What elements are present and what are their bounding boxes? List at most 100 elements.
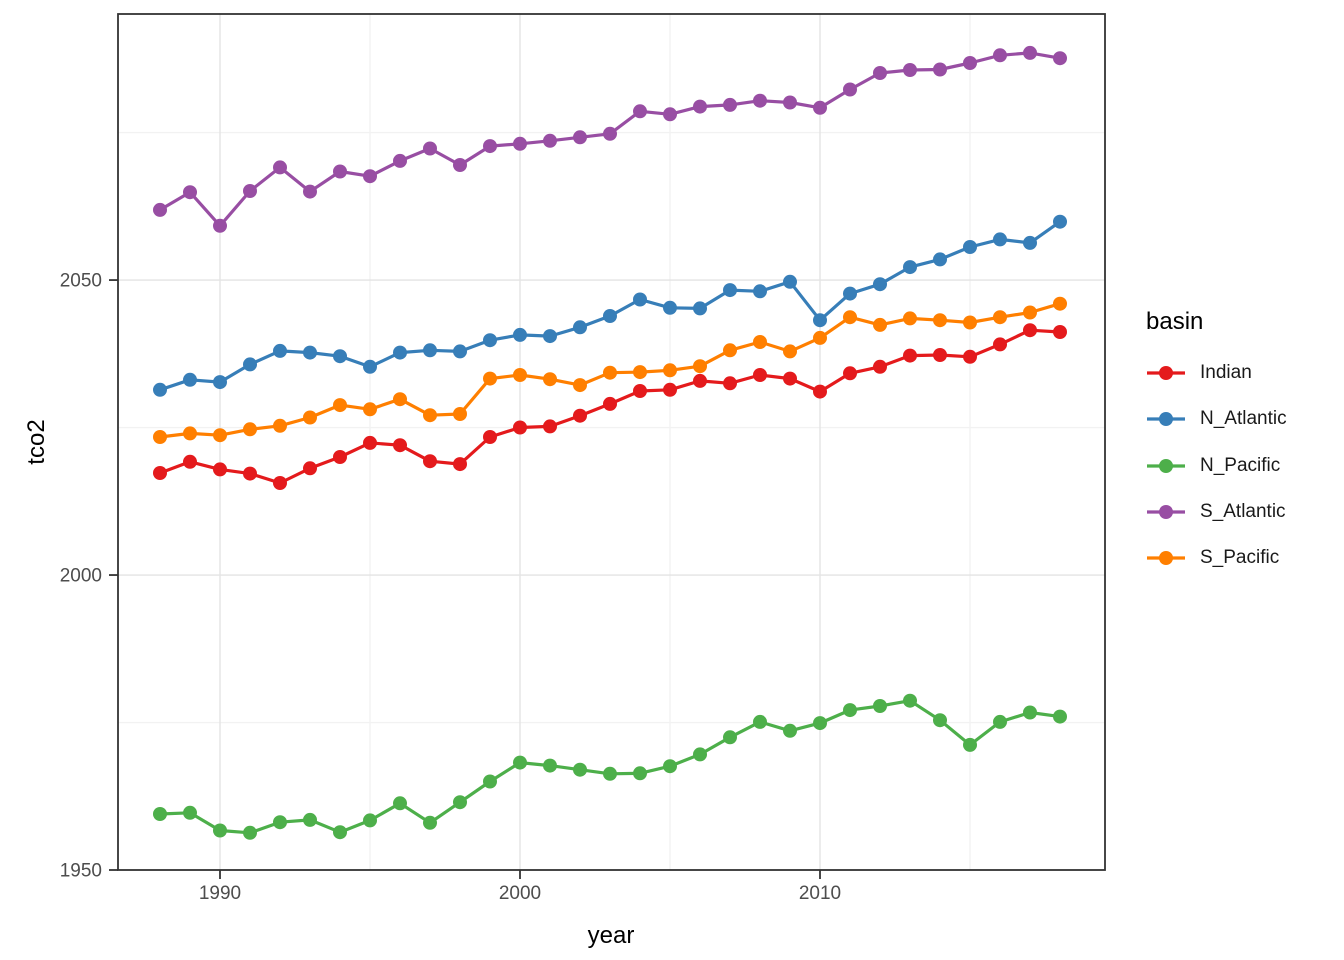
legend-item-label: N_Pacific bbox=[1200, 454, 1281, 476]
data-point-S_Atlantic bbox=[183, 185, 197, 200]
data-point-N_Atlantic bbox=[633, 292, 647, 307]
data-point-Indian bbox=[843, 366, 857, 381]
data-point-S_Pacific bbox=[213, 428, 227, 443]
data-point-N_Pacific bbox=[273, 815, 287, 830]
data-point-Indian bbox=[573, 408, 587, 423]
data-point-N_Pacific bbox=[663, 759, 677, 774]
legend-key-icon bbox=[1147, 551, 1185, 566]
y-tick-label: 1950 bbox=[60, 861, 102, 882]
data-point-S_Pacific bbox=[183, 426, 197, 441]
data-point-N_Atlantic bbox=[273, 343, 287, 358]
data-point-Indian bbox=[963, 349, 977, 364]
data-point-S_Atlantic bbox=[573, 130, 587, 145]
data-point-S_Atlantic bbox=[213, 218, 227, 233]
data-point-N_Pacific bbox=[393, 796, 407, 811]
data-point-N_Pacific bbox=[993, 714, 1007, 729]
data-point-Indian bbox=[333, 450, 347, 464]
data-point-N_Atlantic bbox=[303, 345, 317, 360]
data-point-N_Atlantic bbox=[753, 284, 767, 299]
data-point-S_Atlantic bbox=[963, 56, 977, 70]
data-point-S_Atlantic bbox=[303, 184, 317, 199]
data-point-S_Pacific bbox=[363, 402, 377, 417]
data-point-N_Atlantic bbox=[573, 320, 587, 335]
x-tick-label: 2000 bbox=[499, 883, 541, 904]
data-point-N_Pacific bbox=[153, 807, 167, 821]
data-point-N_Atlantic bbox=[663, 300, 677, 315]
data-point-Indian bbox=[873, 359, 887, 374]
data-point-N_Pacific bbox=[243, 825, 257, 840]
data-point-N_Pacific bbox=[1023, 705, 1037, 720]
legend-title: basin bbox=[1146, 308, 1204, 335]
data-point-N_Pacific bbox=[513, 755, 527, 770]
data-point-S_Pacific bbox=[573, 378, 587, 393]
data-point-N_Atlantic bbox=[183, 372, 197, 387]
x-tick-label: 2010 bbox=[799, 883, 841, 904]
data-point-N_Pacific bbox=[543, 758, 557, 773]
data-point-S_Pacific bbox=[843, 310, 857, 325]
legend-key-icon bbox=[1147, 504, 1185, 519]
data-point-Indian bbox=[153, 466, 167, 480]
data-point-S_Pacific bbox=[963, 315, 977, 330]
data-point-S_Pacific bbox=[933, 313, 947, 328]
data-point-Indian bbox=[483, 430, 497, 444]
x-axis-title: year bbox=[587, 922, 635, 949]
data-point-S_Pacific bbox=[813, 330, 827, 345]
data-point-N_Atlantic bbox=[1053, 214, 1067, 229]
data-point-Indian bbox=[543, 419, 557, 434]
data-point-N_Atlantic bbox=[423, 343, 437, 358]
data-point-S_Atlantic bbox=[813, 100, 827, 115]
data-point-N_Pacific bbox=[333, 825, 347, 840]
data-point-N_Pacific bbox=[303, 812, 317, 827]
data-point-Indian bbox=[423, 454, 437, 469]
data-point-S_Pacific bbox=[393, 392, 407, 407]
data-point-N_Atlantic bbox=[453, 344, 467, 359]
data-point-S_Atlantic bbox=[843, 82, 857, 97]
data-point-S_Pacific bbox=[333, 398, 347, 413]
data-point-S_Atlantic bbox=[603, 126, 617, 141]
data-point-S_Atlantic bbox=[663, 107, 677, 122]
data-point-N_Pacific bbox=[963, 737, 977, 752]
data-point-N_Pacific bbox=[813, 716, 827, 731]
data-point-N_Atlantic bbox=[1023, 235, 1037, 250]
data-point-N_Pacific bbox=[483, 774, 497, 789]
data-point-Indian bbox=[783, 371, 797, 386]
data-point-S_Atlantic bbox=[393, 153, 407, 168]
data-point-S_Pacific bbox=[273, 418, 287, 433]
data-point-N_Pacific bbox=[753, 714, 767, 729]
legend-key-icon bbox=[1147, 458, 1185, 473]
data-point-S_Pacific bbox=[513, 368, 527, 382]
data-point-S_Atlantic bbox=[273, 160, 287, 175]
legend-key-icon bbox=[1147, 412, 1185, 427]
data-point-N_Pacific bbox=[423, 815, 437, 830]
data-point-N_Atlantic bbox=[933, 252, 947, 267]
data-point-Indian bbox=[453, 457, 467, 472]
data-point-Indian bbox=[903, 348, 917, 363]
legend-key-point bbox=[1159, 412, 1173, 427]
data-point-N_Pacific bbox=[213, 823, 227, 838]
data-point-S_Pacific bbox=[483, 371, 497, 386]
data-point-S_Atlantic bbox=[903, 63, 917, 77]
data-point-S_Pacific bbox=[603, 365, 617, 380]
data-point-S_Atlantic bbox=[933, 62, 947, 77]
data-point-Indian bbox=[183, 454, 197, 469]
legend-item-label: S_Atlantic bbox=[1200, 500, 1286, 522]
data-point-N_Pacific bbox=[933, 713, 947, 728]
data-point-Indian bbox=[243, 466, 257, 481]
data-point-S_Pacific bbox=[243, 422, 257, 437]
data-point-S_Pacific bbox=[753, 335, 767, 349]
legend-item-Indian: Indian bbox=[1146, 350, 1252, 396]
data-point-S_Pacific bbox=[1023, 305, 1037, 320]
data-point-S_Pacific bbox=[633, 365, 647, 380]
data-point-N_Atlantic bbox=[903, 260, 917, 275]
data-point-S_Pacific bbox=[153, 430, 167, 444]
data-point-Indian bbox=[363, 435, 377, 450]
legend-item-S_Atlantic: S_Atlantic bbox=[1146, 489, 1286, 535]
y-tick-label: 2000 bbox=[60, 566, 102, 587]
data-point-N_Atlantic bbox=[723, 283, 737, 298]
data-point-Indian bbox=[633, 384, 647, 398]
data-point-N_Pacific bbox=[363, 813, 377, 828]
data-point-N_Atlantic bbox=[513, 327, 527, 342]
legend-item-label: S_Pacific bbox=[1200, 547, 1280, 569]
